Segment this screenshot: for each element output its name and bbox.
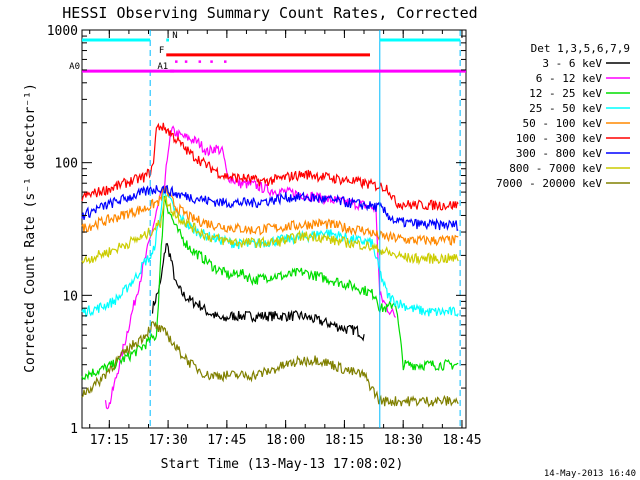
x-axis-label: Start Time (13-May-13 17:08:02) bbox=[161, 457, 404, 472]
x-tick-label: 18:30 bbox=[384, 433, 423, 448]
series-line bbox=[104, 125, 396, 410]
flag-label: A1 bbox=[157, 62, 168, 72]
x-tick-label: 18:00 bbox=[266, 433, 305, 448]
legend-entry: 100 - 300 keV bbox=[516, 132, 602, 145]
legend-entry: 3 - 6 keV bbox=[542, 57, 602, 70]
x-tick-label: 18:15 bbox=[325, 433, 364, 448]
legend-entry: 12 - 25 keV bbox=[529, 87, 602, 100]
attenuator-dot bbox=[184, 60, 188, 63]
y-tick-label: 100 bbox=[55, 157, 78, 172]
attenuator-dot bbox=[175, 60, 178, 63]
x-tick-label: 17:15 bbox=[90, 433, 129, 448]
series-line bbox=[81, 185, 459, 247]
plot-frame bbox=[81, 29, 467, 429]
series-line bbox=[81, 195, 459, 266]
y-tick-label: 10 bbox=[62, 289, 78, 304]
x-tick-label: 18:45 bbox=[442, 433, 481, 448]
x-tick-label: 17:45 bbox=[207, 433, 246, 448]
series-line bbox=[81, 187, 459, 318]
chart-title: HESSI Observing Summary Count Rates, Cor… bbox=[62, 4, 477, 22]
series-line bbox=[81, 321, 459, 408]
flag-label: N bbox=[172, 31, 177, 41]
legend-entry: 300 - 800 keV bbox=[516, 147, 602, 160]
legend-entry: 7000 - 20000 keV bbox=[496, 177, 602, 190]
x-tick-label: 17:30 bbox=[149, 433, 188, 448]
y-tick-label: 1000 bbox=[47, 24, 78, 39]
legend-title: Det 1,3,5,6,7,9 bbox=[531, 42, 630, 55]
legend-entry: 6 - 12 keV bbox=[536, 72, 603, 85]
attenuator-dot bbox=[224, 60, 227, 63]
flag-label: A0 bbox=[69, 62, 80, 72]
y-axis-label: Corrected Count Rate (s⁻¹ detector⁻¹) bbox=[23, 83, 38, 373]
legend-entry: 800 - 7000 keV bbox=[509, 162, 602, 175]
series-line bbox=[151, 242, 365, 342]
attenuator-dot bbox=[210, 60, 213, 63]
attenuator-dot bbox=[198, 60, 202, 63]
series-line bbox=[81, 195, 459, 381]
legend-entry: 25 - 50 keV bbox=[529, 102, 602, 115]
legend-entry: 50 - 100 keV bbox=[523, 117, 603, 130]
series-line bbox=[81, 122, 459, 212]
flag-label: F bbox=[159, 46, 164, 56]
series-line bbox=[81, 184, 459, 231]
y-tick-label: 1 bbox=[70, 422, 78, 437]
footer-timestamp: 14-May-2013 16:40 bbox=[544, 469, 636, 479]
